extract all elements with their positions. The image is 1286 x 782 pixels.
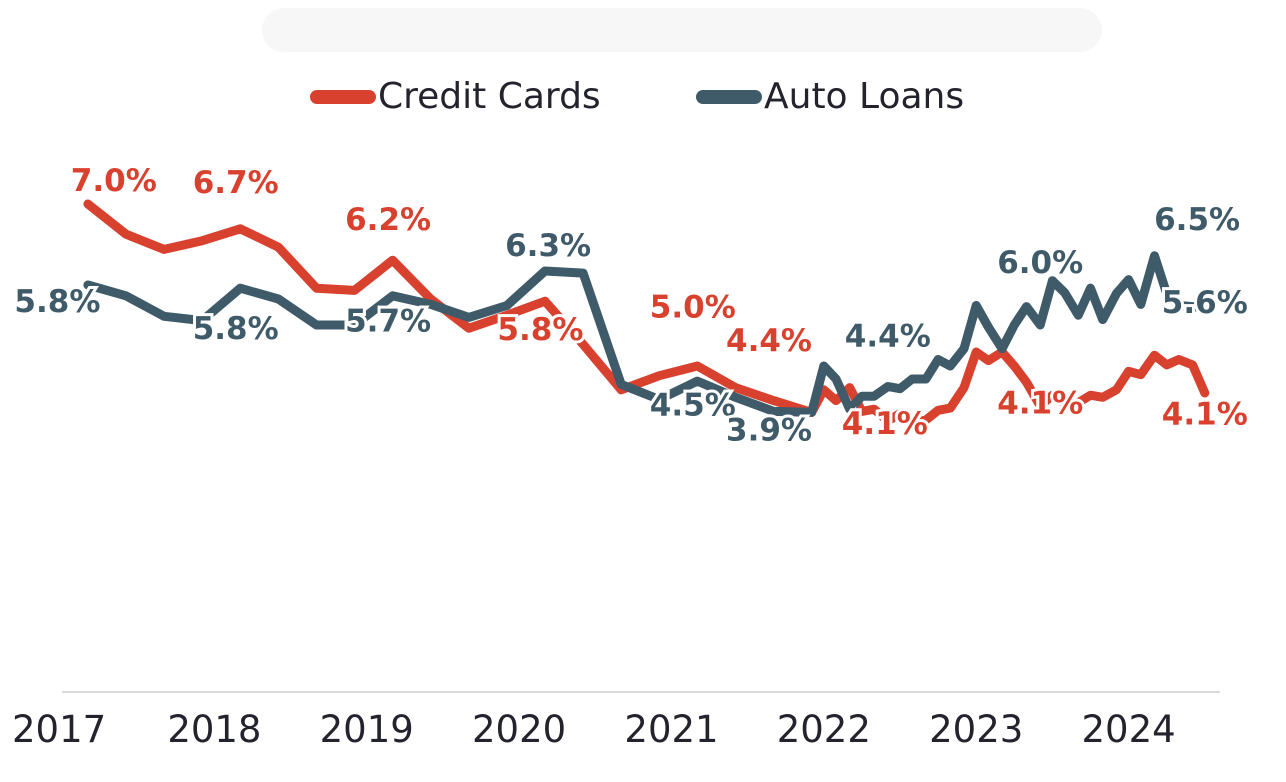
x-tick-label-2020: 2020 xyxy=(472,708,566,751)
data-label-layer: 7.0% 6.7%6.2%5.8%5.0%4.4%4.1%4.1% 4.1%5.8%… xyxy=(11,160,1250,452)
series-line-auto-loans xyxy=(83,251,1210,417)
x-tick-layer: 2017 2018 2019 2020 2021 2022 2023 2024 xyxy=(12,708,1176,751)
legend-swatch-credit-cards xyxy=(310,89,376,104)
legend-item-credit-cards: Credit Cards xyxy=(310,76,601,117)
x-tick-label-2021: 2021 xyxy=(624,708,718,751)
x-tick-label-2023: 2023 xyxy=(929,708,1023,751)
data-label-auto-loans-16: 6.0% xyxy=(997,245,1083,281)
data-label-credit-cards-7: 4.1% xyxy=(997,386,1083,422)
data-label-credit-cards-8: 4.1% xyxy=(1162,396,1248,432)
title-placeholder xyxy=(262,8,1102,52)
legend: Credit Cards Auto Loans xyxy=(0,76,1286,120)
data-label-auto-loans-11: 5.7% xyxy=(345,303,431,339)
data-label-auto-loans-10: 5.8% xyxy=(193,311,279,347)
legend-swatch-auto-loans xyxy=(696,89,762,104)
x-tick-label-2022: 2022 xyxy=(777,708,871,751)
data-label-credit-cards-0: 7.0% xyxy=(71,163,157,199)
data-label-auto-loans-14: 3.9% xyxy=(726,413,812,449)
x-tick-label-2019: 2019 xyxy=(320,708,414,751)
x-tick-label-2024: 2024 xyxy=(1082,708,1176,751)
data-label-auto-loans-15: 4.4% xyxy=(845,319,931,355)
data-label-auto-loans-13: 4.5% xyxy=(650,388,736,424)
legend-item-auto-loans: Auto Loans xyxy=(696,76,964,117)
x-tick-label-2017: 2017 xyxy=(12,708,106,751)
data-label-credit-cards-4: 5.0% xyxy=(650,289,736,325)
series-layer xyxy=(83,199,1210,428)
data-label-auto-loans-17: 6.5% xyxy=(1154,202,1240,238)
data-label-credit-cards-3: 5.8% xyxy=(497,312,583,348)
data-label-auto-loans-12: 6.3% xyxy=(505,228,591,264)
data-label-credit-cards-1: 6.7% xyxy=(193,165,279,201)
legend-label-credit-cards: Credit Cards xyxy=(378,76,601,117)
x-tick-label-2018: 2018 xyxy=(167,708,261,751)
data-label-credit-cards-2: 6.2% xyxy=(345,202,431,238)
data-label-auto-loans-9: 5.8% xyxy=(14,284,100,320)
data-label-credit-cards-6: 4.1% xyxy=(842,406,928,442)
data-label-auto-loans-18: 5.6% xyxy=(1162,285,1248,321)
series-line-credit-cards xyxy=(83,199,1210,428)
data-label-credit-cards-5: 4.4% xyxy=(726,323,812,359)
legend-label-auto-loans: Auto Loans xyxy=(764,76,965,117)
